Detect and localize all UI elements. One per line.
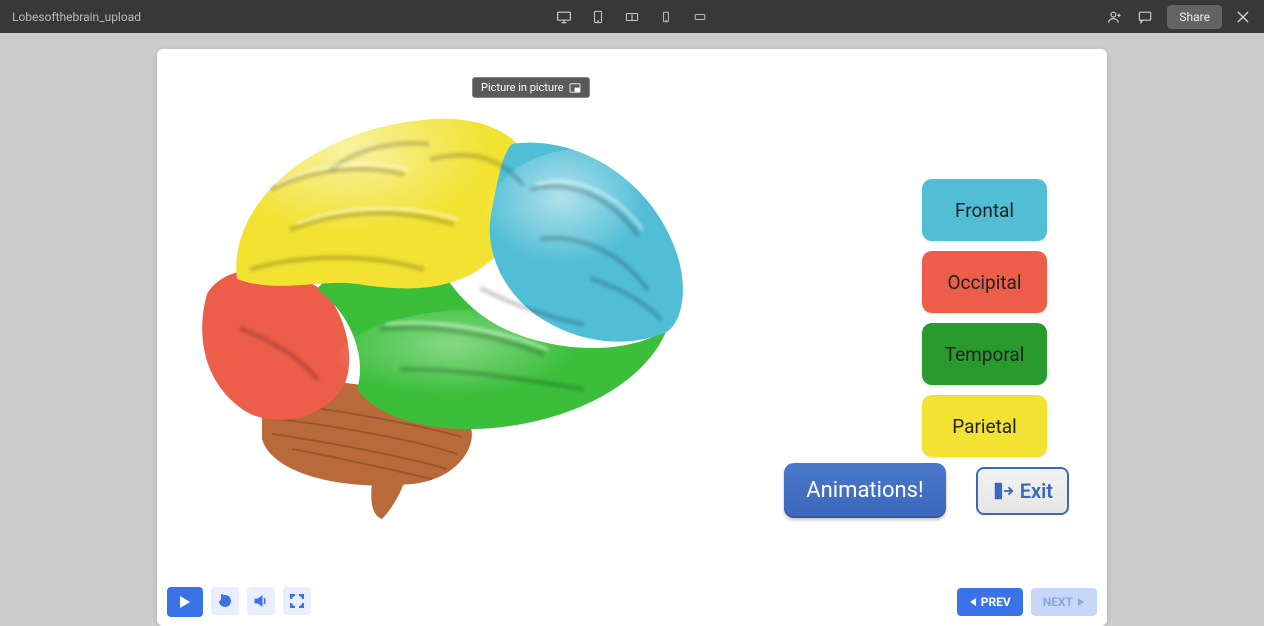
phone-landscape-icon[interactable]: [692, 9, 708, 25]
volume-button[interactable]: [247, 587, 275, 615]
bottom-actions: Animations! Exit: [784, 463, 1069, 518]
topbar-right: Share: [1107, 5, 1264, 29]
lobe-button-occipital[interactable]: Occipital: [922, 251, 1047, 313]
comment-icon[interactable]: [1137, 9, 1153, 25]
replay-button[interactable]: [211, 587, 239, 615]
lobe-button-parietal[interactable]: Parietal: [922, 395, 1047, 457]
phone-portrait-icon[interactable]: [658, 9, 674, 25]
prev-button[interactable]: PREV: [957, 588, 1023, 616]
fullscreen-button[interactable]: [283, 587, 311, 615]
brain-illustration: [182, 79, 702, 519]
close-icon[interactable]: [1236, 10, 1250, 24]
prev-label: PREV: [981, 595, 1011, 609]
lobe-button-frontal[interactable]: Frontal: [922, 179, 1047, 241]
exit-icon: [992, 480, 1014, 502]
slide-content: Picture in picture: [157, 49, 1107, 574]
tablet-portrait-icon[interactable]: [590, 9, 606, 25]
topbar: Lobesofthebrain_upload Share: [0, 0, 1264, 33]
add-user-icon[interactable]: [1107, 9, 1123, 25]
device-preview-icons: [556, 9, 708, 25]
desktop-icon[interactable]: [556, 9, 572, 25]
exit-label: Exit: [1020, 479, 1053, 503]
exit-button[interactable]: Exit: [976, 467, 1069, 515]
lobe-button-temporal[interactable]: Temporal: [922, 323, 1047, 385]
slide-card: Picture in picture: [157, 49, 1107, 626]
player-bar: PREV NEXT: [157, 578, 1107, 626]
animations-button[interactable]: Animations!: [784, 463, 945, 518]
next-button[interactable]: NEXT: [1031, 588, 1097, 616]
project-title: Lobesofthebrain_upload: [0, 10, 141, 24]
lobe-buttons: Frontal Occipital Temporal Parietal: [922, 179, 1047, 457]
tablet-landscape-icon[interactable]: [624, 9, 640, 25]
canvas-area: Picture in picture: [0, 33, 1264, 626]
share-button[interactable]: Share: [1167, 5, 1222, 29]
next-label: NEXT: [1043, 595, 1073, 609]
play-button[interactable]: [167, 587, 203, 617]
